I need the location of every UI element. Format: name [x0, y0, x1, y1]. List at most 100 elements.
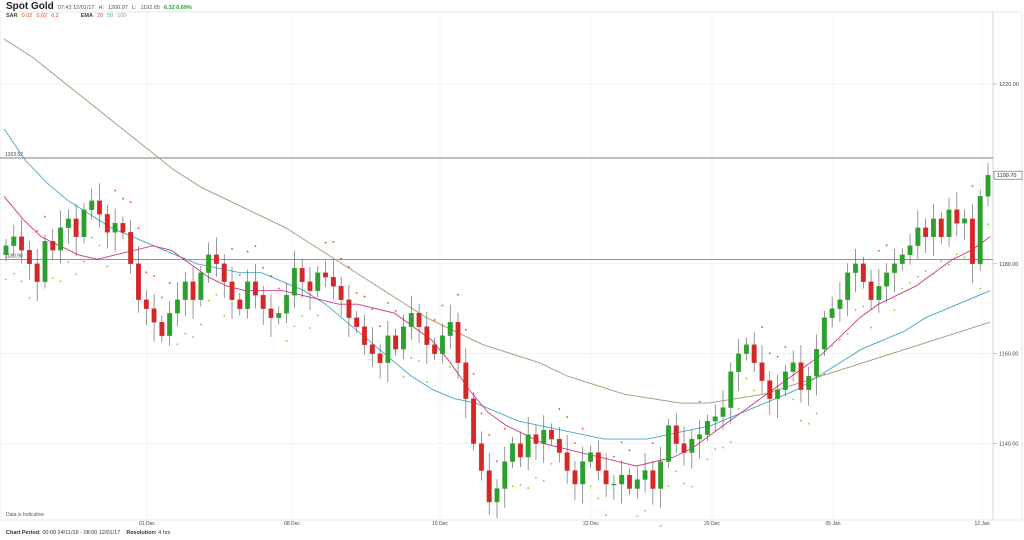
sar-dot	[924, 270, 927, 272]
sar-dot	[628, 449, 631, 452]
sar-dot	[737, 408, 740, 410]
quote-time: 07:43 12/01/17	[57, 5, 95, 11]
last-price-label: 1199.70	[997, 173, 1016, 179]
period-value: 00:00 24/11/16 - 08:00 12/01/17	[42, 530, 121, 536]
sar-dot	[823, 372, 826, 375]
candle-body	[26, 250, 32, 264]
sar-dot	[909, 281, 911, 284]
sar-dot	[901, 287, 904, 290]
sar-dot	[160, 296, 163, 299]
sar-dot	[363, 295, 366, 298]
sar-dot	[496, 460, 498, 463]
sar-dot	[690, 485, 693, 488]
candle-body	[572, 470, 578, 485]
candle-body	[136, 263, 141, 300]
candle-body	[213, 254, 219, 264]
candle-body	[743, 344, 749, 354]
candle-body	[346, 299, 352, 318]
candle-body	[829, 308, 835, 318]
sar-dot	[207, 299, 210, 302]
candle-body	[3, 245, 9, 255]
sar-dot	[106, 265, 109, 268]
sar-dot	[457, 293, 459, 296]
sar-dot	[870, 326, 872, 329]
candle-body	[128, 232, 134, 264]
sar-dot	[932, 273, 935, 275]
sar-dot	[262, 266, 265, 269]
sar-dot	[916, 275, 919, 278]
sar-dot	[425, 381, 428, 383]
sar-dot	[192, 336, 194, 338]
sar-dot	[184, 332, 187, 335]
candle-body	[354, 317, 360, 327]
candle-body	[89, 200, 95, 210]
sar-dot	[659, 524, 662, 527]
sar-dot	[745, 377, 748, 380]
candle-body	[806, 375, 812, 390]
sar-dot	[768, 352, 771, 355]
sar-dot	[893, 309, 896, 311]
sar-dot	[877, 249, 880, 252]
sar-dot	[815, 412, 818, 415]
sar-dot	[776, 355, 779, 358]
sar-dot	[137, 227, 140, 230]
sar-dot	[394, 310, 397, 312]
candle-body	[549, 429, 555, 440]
candle-body	[962, 218, 968, 224]
candle-body	[634, 479, 640, 489]
candle-body	[34, 263, 40, 282]
sar-dot	[722, 446, 724, 449]
candle-body	[775, 389, 781, 399]
candle-body	[323, 272, 328, 278]
ema100-line	[3, 38, 991, 404]
candle-body	[720, 407, 726, 417]
candle-body	[930, 218, 936, 237]
candle-body	[190, 281, 196, 300]
sar-dot	[636, 515, 639, 518]
sar-dot	[948, 263, 950, 266]
sar-dot	[418, 359, 420, 362]
sar-param-3: 0.2	[51, 13, 59, 19]
candle-body	[167, 313, 173, 336]
sar-dot	[566, 416, 569, 418]
candle-body	[19, 236, 25, 251]
candle-body	[837, 299, 843, 309]
candle-body	[175, 299, 180, 314]
candle-body	[206, 254, 212, 273]
candle-body	[424, 326, 430, 345]
sar-dot	[129, 201, 132, 204]
candle-body	[97, 200, 102, 215]
candle-body	[533, 434, 539, 444]
candle-body	[432, 344, 438, 354]
sar-dot	[5, 278, 7, 281]
candle-body	[229, 281, 235, 300]
sar-dot	[59, 280, 62, 283]
ema20-line	[3, 196, 991, 467]
x-tick-label: 01 Dec	[139, 521, 155, 527]
sar-dot	[644, 509, 646, 512]
sar-dot	[83, 260, 85, 263]
sar-dot	[348, 265, 350, 268]
candle-body	[112, 223, 118, 233]
candle-body	[790, 362, 796, 372]
y-tick-label: 1160.00	[999, 352, 1018, 358]
candle-body	[627, 474, 632, 489]
ema-param-50: 50	[107, 13, 114, 19]
candle-body	[502, 461, 508, 489]
candle-body	[892, 263, 897, 273]
sar-dot	[558, 408, 561, 410]
candle-body	[369, 344, 375, 354]
candle-body	[198, 272, 204, 300]
ema50-line	[3, 128, 991, 440]
sar-dot	[862, 305, 865, 308]
candle-body	[619, 474, 625, 485]
candle-body	[977, 196, 983, 264]
last-price-box	[993, 170, 1023, 180]
candle-body	[330, 277, 336, 287]
sar-dot	[651, 442, 654, 445]
candle-body	[782, 371, 788, 390]
candle-body	[151, 308, 157, 323]
sar-dot	[199, 323, 202, 326]
candle-body	[455, 322, 461, 363]
